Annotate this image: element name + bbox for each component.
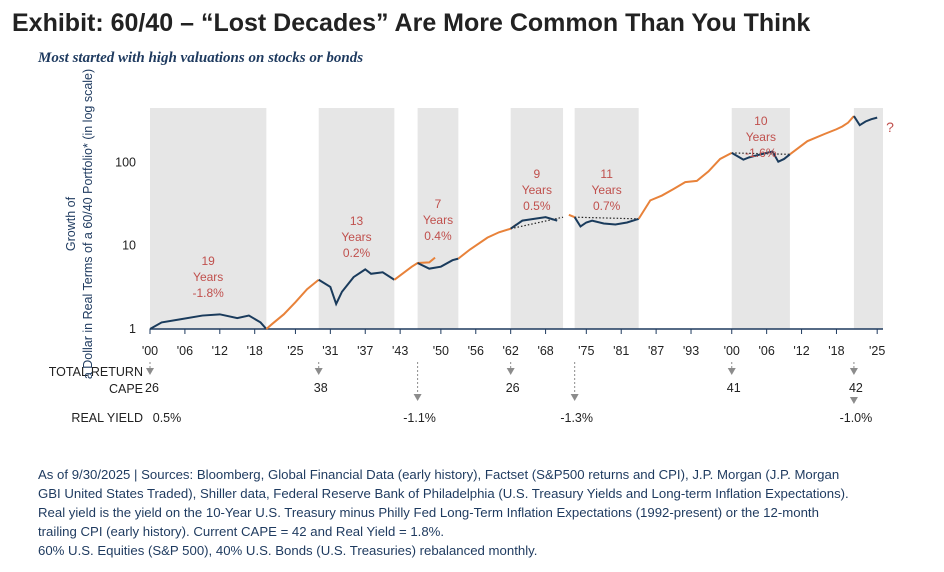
lost-decade-labels: 19 Years -1.8% 13 Years 0.2% 7 Years 0.4% 9 Years 0…: [192, 114, 894, 300]
series-line-lost: [318, 268, 395, 307]
cape-marker-arrow: [314, 368, 323, 375]
real-yield-value: -1.0%: [840, 411, 873, 425]
lost-decade-label: 11: [600, 167, 613, 181]
x-tick-label: '00: [724, 344, 740, 358]
total-return-row-label: TOTAL RETURN: [49, 365, 143, 379]
cape-value: 42: [849, 381, 863, 395]
cape-row-label: CAPE: [109, 382, 143, 396]
lost-decade-label: -1.6%: [745, 146, 777, 160]
series-line-lost: [417, 257, 459, 270]
cape-value: 26: [145, 381, 159, 395]
y-axis-label-line-1: Growth of: [64, 196, 78, 251]
real-yield-value: 0.5%: [153, 411, 182, 425]
series-line-lost: [853, 115, 878, 127]
x-tick-label: '62: [503, 344, 519, 358]
series-line-rally: [568, 213, 576, 219]
footnote-line: 60% U.S. Equities (S&P 500), 40% U.S. Bo…: [38, 543, 538, 558]
real-yield-value: -1.1%: [403, 411, 436, 425]
cape-marker-arrow: [506, 368, 515, 375]
lost-decade-band: [853, 108, 883, 329]
trend-line: [574, 216, 639, 220]
lost-decade-label: Years: [341, 230, 371, 244]
lost-decade-label: Years: [193, 270, 223, 284]
cape-value: 41: [727, 381, 741, 395]
real-yield-value: -1.3%: [560, 411, 593, 425]
cape-value: 26: [506, 381, 520, 395]
x-tick-label: '93: [683, 344, 699, 358]
x-tick-label: '12: [793, 344, 809, 358]
x-tick-label: '81: [613, 344, 629, 358]
x-tick-label: '25: [869, 344, 885, 358]
lost-decade-label: 0.7%: [593, 199, 621, 213]
cape-value: 38: [314, 381, 328, 395]
cape-marker-arrow: [727, 368, 736, 375]
x-tick-label: '06: [759, 344, 775, 358]
series-line-lost: [510, 216, 558, 230]
current-marker: ?: [886, 119, 894, 135]
lost-decade-band: [731, 108, 790, 329]
x-tick-label: '31: [322, 344, 338, 358]
x-tick-label: '18: [247, 344, 263, 358]
y-tick-label: 10: [122, 239, 136, 253]
lost-decade-label: -1.8%: [192, 286, 224, 300]
series-lines: [149, 115, 878, 330]
real-yield-row-label: REAL YIELD: [71, 411, 143, 425]
x-tick-label: '37: [357, 344, 373, 358]
x-tick-label: '18: [828, 344, 844, 358]
real-yield-marker-arrow: [413, 394, 422, 401]
footnote-line: trailing CPI (early history). Current CA…: [38, 524, 445, 539]
x-tick-label: '87: [648, 344, 664, 358]
x-tick-label: '00: [142, 344, 158, 358]
x-tick-label: '50: [433, 344, 449, 358]
real-yield-marker-arrow: [570, 394, 579, 401]
x-tick-label: '25: [287, 344, 303, 358]
y-axis-label-line-2: a Dollar in Real Terms of a 60/40 Portfo…: [81, 69, 95, 379]
footnote-line: Real yield is the yield on the 10-Year U…: [38, 505, 819, 520]
series-line-lost: [573, 216, 639, 228]
x-tick-label: '43: [392, 344, 408, 358]
x-tick-label: '06: [177, 344, 193, 358]
series-line-rally: [789, 115, 855, 156]
x-tick-label: '68: [537, 344, 553, 358]
x-axis: '00 '06 '12 '18 '25 '31 '37 '43 '50 '56 '62 '68 '75 '…: [142, 328, 885, 358]
lost-decade-label: 9: [534, 167, 541, 181]
series-line-lost: [731, 150, 791, 163]
x-tick-label: '12: [212, 344, 228, 358]
lost-decade-label: 0.4%: [424, 229, 452, 243]
footnote: As of 9/30/2025 | Sources: Bloomberg, Gl…: [38, 465, 918, 560]
lost-decade-label: Years: [522, 183, 552, 197]
footnote-line: As of 9/30/2025 | Sources: Bloomberg, Gl…: [38, 467, 840, 482]
series-line-rally: [265, 278, 320, 330]
chart-area: 1 10 100 '00 '06 '12 '18 '25 '31 '37 '43 '50 '56 '62…: [49, 69, 894, 425]
x-tick-label: '75: [578, 344, 594, 358]
lost-decade-label: 0.2%: [343, 246, 371, 260]
series-line-rally: [457, 223, 518, 260]
series-line-rally: [637, 152, 733, 220]
lost-decade-label: 7: [435, 197, 442, 211]
lost-decade-label: 13: [350, 214, 364, 228]
lost-decade-label: Years: [423, 213, 453, 227]
chart-title: Exhibit: 60/40 – “Lost Decades” Are More…: [12, 9, 811, 37]
y-tick-label: 1: [129, 322, 136, 336]
cape-marker-arrow: [146, 368, 154, 375]
lost-decade-label: 0.5%: [523, 199, 551, 213]
lost-decade-label: Years: [592, 183, 622, 197]
lost-decade-shading: [150, 108, 883, 329]
chart-subtitle: Most started with high valuations on sto…: [38, 50, 364, 66]
lost-decade-band: [150, 108, 267, 329]
cape-marker-arrow: [849, 368, 858, 375]
x-tick-label: '56: [468, 344, 484, 358]
series-line-lost: [149, 313, 268, 330]
footnote-line: GBI United States Traded), Shiller data,…: [38, 486, 849, 501]
y-tick-label: 100: [115, 155, 136, 169]
lost-decade-band: [417, 108, 459, 329]
lost-decade-label: 19: [201, 254, 215, 268]
valuation-rows: TOTAL RETURN CAPE REAL YIELD 26 38 26 41 42 0.5%…: [49, 362, 872, 425]
lost-decade-label: Years: [746, 130, 776, 144]
y-axis: 1 10 100: [115, 155, 136, 336]
lost-decade-label: 10: [754, 114, 768, 128]
real-yield-marker-arrow: [849, 397, 858, 404]
